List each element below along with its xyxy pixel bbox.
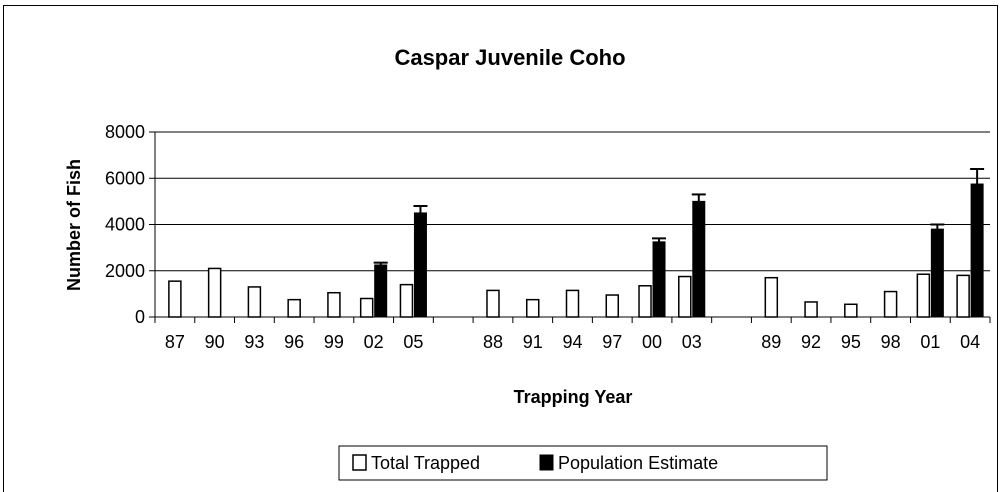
x-tick-label: 03 [682, 332, 702, 352]
bar-total-trapped [287, 298, 301, 318]
x-tick-label: 95 [841, 332, 861, 352]
bar-total-trapped [327, 291, 341, 318]
bar-total-trapped [525, 298, 540, 318]
bar-total-trapped [399, 283, 414, 318]
gridlines [155, 131, 990, 272]
x-tick-label: 01 [920, 332, 940, 352]
x-tick-label: 05 [403, 332, 423, 352]
x-tick-label: 04 [960, 332, 980, 352]
x-tick-label: 98 [881, 332, 901, 352]
bar-population-estimate [374, 264, 388, 318]
x-axis-ticks: 87 90 93 96 99 02 05 88 91 94 97 00 03 89 92 95 98 01 04 [154, 317, 991, 352]
y-tick-label: 4000 [105, 215, 145, 235]
x-axis-title: Trapping Year [514, 387, 633, 407]
x-tick-label: 99 [324, 332, 344, 352]
x-tick-label: 89 [761, 332, 781, 352]
x-tick-label: 92 [801, 332, 821, 352]
x-tick-label: 02 [364, 332, 384, 352]
x-tick-label: 94 [562, 332, 582, 352]
y-axis-title: Number of Fish [64, 159, 84, 291]
chart-title: Caspar Juvenile Coho [394, 45, 625, 70]
bar-total-trapped [804, 301, 818, 318]
x-tick-label: 87 [165, 332, 185, 352]
bar-total-trapped [844, 303, 858, 318]
legend-box [338, 445, 828, 481]
bar-total-trapped [764, 276, 779, 318]
x-tick-label: 93 [244, 332, 264, 352]
bar-total-trapped [883, 290, 898, 318]
bar-population-estimate [652, 241, 666, 318]
bar-total-trapped [359, 297, 374, 318]
bar-total-trapped [638, 285, 652, 318]
legend-swatch-population-estimate [539, 454, 554, 471]
bar-total-trapped [168, 280, 182, 318]
y-tick-label: 6000 [105, 168, 145, 188]
x-tick-label: 91 [523, 332, 543, 352]
y-tick-label: 8000 [105, 122, 145, 142]
bar-total-trapped [247, 286, 262, 318]
legend-label-population-estimate: Population Estimate [558, 453, 718, 473]
x-tick-label: 90 [205, 332, 225, 352]
x-tick-label: 97 [602, 332, 622, 352]
bar-population-estimate [692, 200, 706, 318]
bar-total-trapped [956, 274, 970, 318]
bar-total-trapped [207, 267, 222, 318]
bar-population-estimate [413, 212, 427, 318]
x-tick-label: 96 [284, 332, 304, 352]
bar-total-trapped [486, 289, 500, 318]
legend-swatch-total-trapped [352, 454, 367, 471]
y-axis-ticks: 0 2000 4000 6000 8000 [105, 122, 155, 327]
legend-label-total-trapped: Total Trapped [371, 453, 480, 473]
bar-population-estimate [930, 228, 944, 318]
y-tick-label: 0 [135, 307, 145, 327]
chart-frame [3, 5, 998, 492]
y-tick-label: 2000 [105, 261, 145, 281]
bar-population-estimate [970, 183, 984, 318]
bar-total-trapped [916, 273, 931, 318]
legend: Total Trapped Population Estimate [338, 445, 828, 481]
bar-total-trapped [678, 275, 692, 318]
bar-total-trapped [605, 294, 620, 318]
bars [168, 168, 985, 318]
x-tick-label: 00 [642, 332, 662, 352]
x-tick-label: 88 [483, 332, 503, 352]
bar-total-trapped [565, 289, 580, 318]
